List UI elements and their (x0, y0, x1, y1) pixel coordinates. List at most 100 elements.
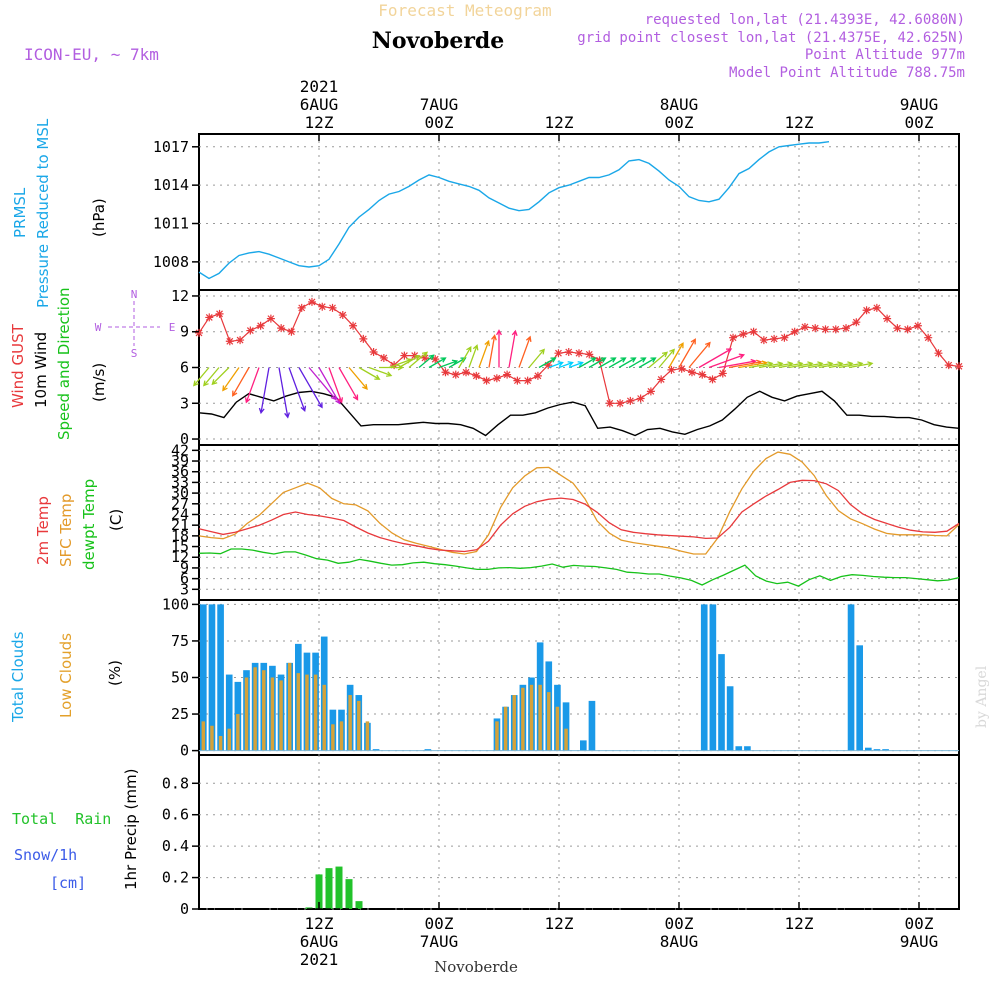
rain-bar (335, 866, 343, 909)
bottom-time-label: 00Z (425, 914, 454, 933)
wind-arrow (588, 357, 607, 369)
gust-marker (236, 336, 245, 345)
y-tick-label: 0.8 (162, 774, 189, 792)
low-cloud-bar (555, 706, 560, 751)
wind-arrow (678, 338, 696, 368)
gust-marker (749, 327, 758, 336)
gust-marker (215, 309, 224, 318)
gust-marker (770, 334, 779, 343)
gust-marker (533, 371, 542, 380)
gust-marker (821, 325, 830, 334)
top-time-label: 12Z (305, 113, 334, 132)
wind-arrow (518, 335, 532, 368)
gust-marker (307, 297, 316, 306)
gust-marker (883, 314, 892, 323)
wind-arrow (558, 361, 574, 369)
dewpt-line (198, 548, 960, 587)
rain-bar (355, 901, 363, 909)
y-tick-label: 1008 (153, 253, 189, 271)
t2m-line (198, 479, 960, 553)
bottom-time-label: 6AUG (300, 932, 339, 951)
low-cloud-bar (313, 674, 318, 751)
y-tick-label: 42 (171, 441, 189, 459)
y-tick-label: 12 (171, 548, 189, 566)
y-tick-label: 100 (162, 595, 189, 613)
compass-s-label: S (131, 347, 138, 360)
wind-arrow (548, 361, 564, 369)
wind-gust-label: Wind GUST (9, 323, 27, 408)
y-tick-label: 3 (180, 394, 189, 412)
gust-marker (667, 365, 676, 374)
gust-marker (677, 364, 686, 373)
y-tick-label: 1017 (153, 138, 189, 156)
gust-marker (605, 399, 614, 408)
wind-arrow (528, 348, 545, 368)
wind-arrow (193, 367, 210, 387)
total-cloud-bar (217, 604, 224, 751)
bottom-time-label: 00Z (665, 914, 694, 933)
low-cloud-bar (201, 721, 206, 751)
gust-marker (246, 326, 255, 335)
wind-arrow (508, 329, 518, 368)
wind-unit: (m/s) (90, 363, 108, 402)
gust-marker (503, 370, 512, 379)
total-cloud-bar (588, 700, 596, 751)
dewpt-label: dewpt Temp (80, 479, 98, 570)
wind-arrow (496, 329, 502, 368)
gust-marker (575, 349, 583, 358)
gust-marker (903, 325, 912, 334)
footer-location: Novoberde (434, 958, 518, 976)
gust-marker (708, 375, 717, 384)
t2m-label: 2m Temp (34, 496, 52, 565)
bottom-time-label: 2021 (300, 950, 339, 969)
wind-arrow (658, 348, 675, 368)
total-cloud-bar (225, 674, 233, 751)
low-clouds-label: Low Clouds (57, 633, 75, 718)
low-cloud-bar (357, 700, 361, 751)
gust-marker (616, 399, 625, 408)
wind-arrow (578, 357, 597, 369)
top-time-label: 8AUG (660, 95, 699, 114)
bottom-time-label: 12Z (305, 914, 334, 933)
requested-coords: requested lon,lat (21.4393E, 42.6080N) (645, 12, 965, 28)
gust-marker (328, 303, 337, 312)
wind-arrow (222, 367, 240, 392)
gust-marker (420, 353, 429, 362)
gust-marker (318, 302, 327, 311)
y-tick-label: 0 (180, 900, 189, 918)
low-cloud-bar (503, 706, 508, 751)
wind-arrow (203, 367, 220, 387)
low-cloud-bar (564, 728, 568, 751)
total-cloud-bar (882, 749, 889, 751)
total-rain-label: Total Rain (12, 810, 111, 828)
sfc-temp-label: SFC Temp (57, 494, 75, 567)
compass-w-label: W (95, 321, 102, 334)
wind-arrow (668, 342, 684, 368)
gust-marker (400, 351, 409, 360)
total-cloud-bar (856, 645, 863, 751)
wind-arrow (368, 366, 393, 377)
compass-e-label: E (169, 321, 176, 334)
total-cloud-bar (865, 747, 872, 751)
gust-marker (636, 394, 645, 403)
gust-marker (934, 349, 943, 358)
wind-arrow (428, 357, 447, 369)
low-cloud-bar (547, 692, 551, 751)
y-tick-label: 3 (180, 580, 189, 598)
wind-arrow (648, 351, 669, 368)
gust-marker (862, 306, 871, 315)
gust-marker (359, 334, 368, 343)
sfc-temp-line (198, 451, 960, 555)
clouds-unit: (%) (106, 660, 124, 686)
wind-arrow (348, 367, 368, 390)
total-cloud-bar (580, 740, 587, 751)
low-cloud-bar (538, 684, 542, 751)
y-tick-label: 0.4 (162, 837, 189, 855)
y-tick-label: 9 (180, 559, 189, 577)
gust-marker (338, 311, 347, 320)
gust-marker (646, 387, 655, 396)
total-cloud-bar (200, 604, 207, 751)
y-tick-label: 0 (180, 742, 189, 760)
